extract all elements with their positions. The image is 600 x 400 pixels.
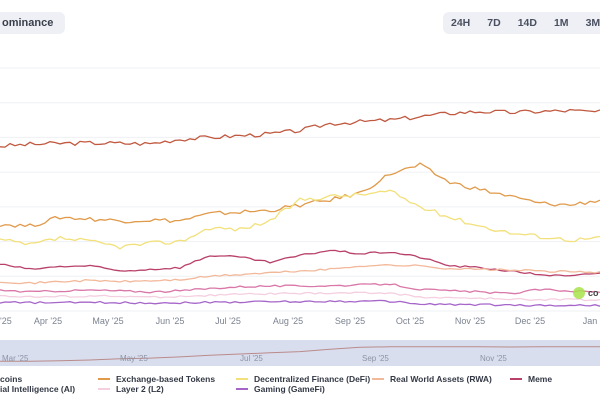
legend-swatch [510,378,522,380]
legend-label: ial Intelligence (AI) [0,384,76,394]
series-line-decentralized-finance-defi- [0,189,600,250]
series-line-gaming-gamefi- [0,299,600,307]
legend-item-gamefi[interactable]: Gaming (GameFi) [236,384,325,394]
x-tick-label: Sep '25 [335,316,365,326]
x-axis-ticks: '25 Apr '25 May '25 Jun '25 Jul '25 Aug '25 Se… [0,316,597,326]
watermark-logo-icon [573,287,585,299]
x-tick-label: Jan [583,316,598,326]
chart-title[interactable]: ominance [0,12,66,34]
range-24h-button[interactable]: 24H [451,17,471,29]
x-tick-label: May '25 [92,316,123,326]
legend-label: Real World Assets (RWA) [390,374,492,384]
x-tick-label: Jul '25 [215,316,241,326]
legend-item-defi[interactable]: Decentralized Finance (DeFi) [236,374,370,384]
series-line-ial-intelligence-ai- [0,283,600,295]
legend-item-l2[interactable]: Layer 2 (L2) [98,384,164,394]
x-tick-label: Dec '25 [515,316,545,326]
range-navigator[interactable]: Mar '25 May '25 Jul '25 Sep '25 Nov '25 [0,340,600,366]
watermark-text: co [588,288,599,298]
navigator-line [0,346,600,362]
legend-swatch [372,378,384,380]
series-line-meme [0,249,600,277]
legend-swatch [98,378,110,380]
legend-swatch [236,378,248,380]
navigator-svg [0,346,600,362]
legend-label: Gaming (GameFi) [254,384,325,394]
legend-item-meme[interactable]: Meme [510,374,552,384]
series-line-coins [0,108,600,148]
navigator-tick: Nov '25 [480,354,507,363]
x-tick-label: Aug '25 [273,316,303,326]
legend-label: coins [0,374,23,384]
legend-label: Meme [528,374,553,384]
navigator-tick: May '25 [120,354,148,363]
legend-item-coins[interactable]: coins [0,374,22,384]
navigator-tick: Jul '25 [240,354,263,363]
navigator-tick: Mar '25 [2,354,29,363]
range-3m-button[interactable]: 3M [585,17,600,29]
range-1m-button[interactable]: 1M [553,17,569,29]
series-line-exchange-based-tokens [0,162,600,228]
legend-label: Layer 2 (L2) [116,384,164,394]
x-tick-label: Jun '25 [156,316,185,326]
legend-item-exchange[interactable]: Exchange-based Tokens [98,374,215,384]
series-line-real-world-assets-rwa- [0,264,600,285]
navigator-tick: Sep '25 [362,354,389,363]
legend-label: Exchange-based Tokens [116,374,216,384]
legend-label: Decentralized Finance (DeFi) [254,374,371,384]
series-lines [0,108,600,307]
range-7d-button[interactable]: 7D [487,17,501,29]
series-line-layer-2-l2- [0,291,600,302]
x-tick-label: Oct '25 [396,316,424,326]
legend-swatch [236,388,248,390]
x-tick-label: Apr '25 [34,316,62,326]
range-selector: 24H 7D 14D 1M 3M Y [443,12,600,34]
legend-swatch [98,388,110,390]
x-tick-label: '25 [0,316,12,326]
range-14d-button[interactable]: 14D [517,17,537,29]
grid-lines [0,67,600,312]
x-tick-label: Nov '25 [455,316,485,326]
legend-item-ai[interactable]: ial Intelligence (AI) [0,384,75,394]
legend-item-rwa[interactable]: Real World Assets (RWA) [372,374,492,384]
